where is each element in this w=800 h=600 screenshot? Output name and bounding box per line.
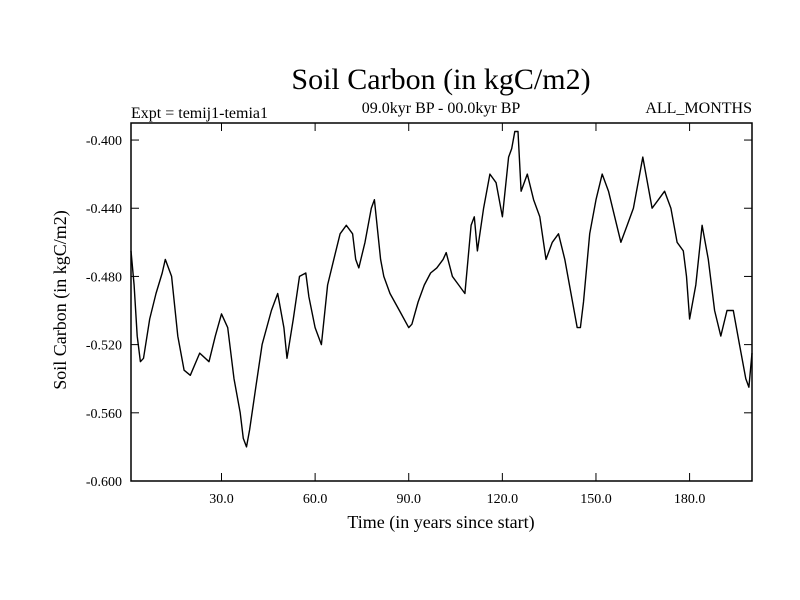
y-tick-label: -0.440 bbox=[86, 202, 122, 217]
series-line bbox=[130, 130, 753, 448]
x-axis-label: Time (in years since start) bbox=[347, 512, 534, 533]
y-tick-label: -0.520 bbox=[86, 339, 122, 354]
chart-title: Soil Carbon (in kgC/m2) bbox=[291, 63, 590, 96]
y-tick-label: -0.600 bbox=[86, 475, 122, 490]
x-tick-label: 150.0 bbox=[580, 492, 612, 507]
y-tick-label: -0.480 bbox=[86, 270, 122, 285]
x-axis-ticks: 30.0 60.0 90.0 120.0 150.0 180.0 bbox=[209, 123, 705, 507]
x-tick-label: 120.0 bbox=[487, 492, 519, 507]
experiment-label: Expt = temij1-temia1 bbox=[131, 105, 268, 122]
x-tick-label: 30.0 bbox=[209, 492, 234, 507]
x-tick-label: 90.0 bbox=[396, 492, 421, 507]
period-label: 09.0kyr BP - 00.0kyr BP bbox=[362, 100, 521, 117]
y-tick-label: -0.560 bbox=[86, 407, 122, 422]
x-tick-label: 180.0 bbox=[674, 492, 706, 507]
x-tick-label: 60.0 bbox=[303, 492, 328, 507]
y-axis-ticks: -0.600 -0.560 -0.520 -0.480 -0.440 -0.400 bbox=[86, 134, 752, 490]
y-axis-label: Soil Carbon (in kgC/m2) bbox=[50, 210, 71, 390]
y-tick-label: -0.400 bbox=[86, 134, 122, 149]
plot-frame bbox=[130, 122, 753, 482]
months-label: ALL_MONTHS bbox=[645, 100, 752, 117]
